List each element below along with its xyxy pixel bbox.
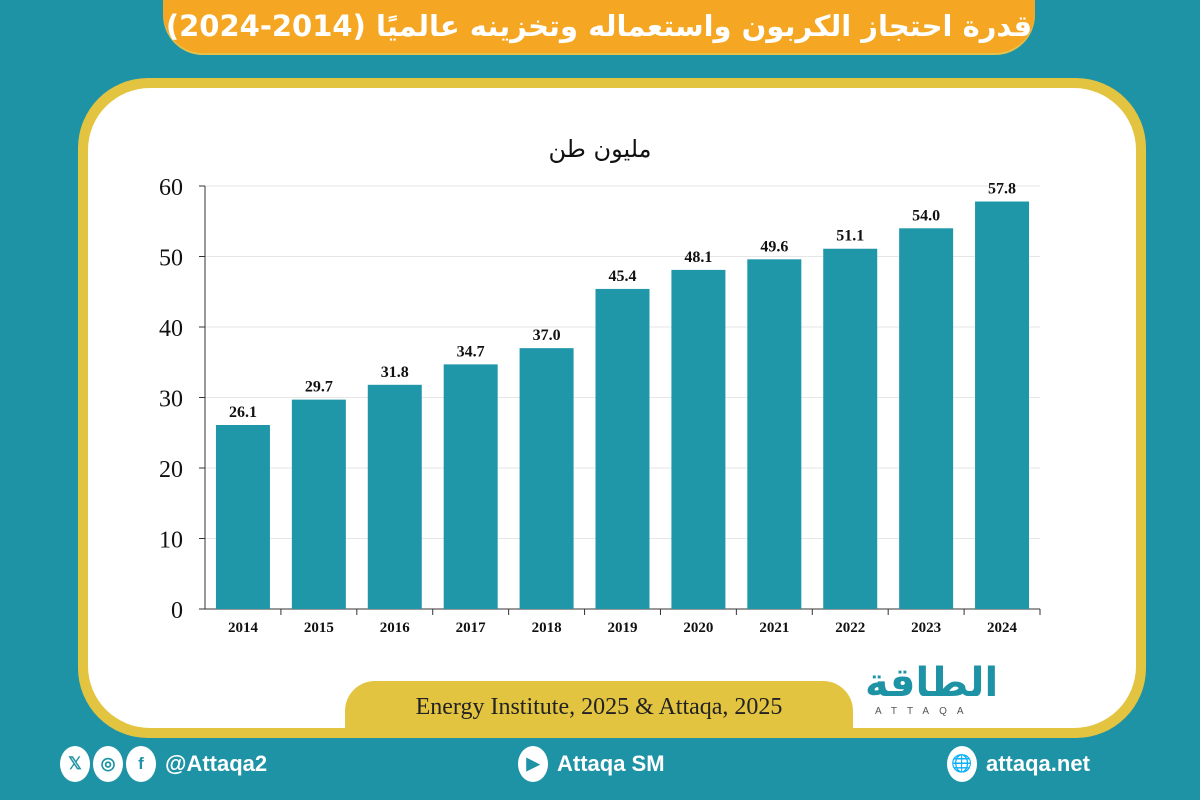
- data-label: 37.0: [533, 327, 561, 344]
- x-icon[interactable]: 𝕏: [60, 746, 90, 782]
- bar: [367, 384, 422, 609]
- bar: [215, 424, 270, 609]
- data-label: 54.0: [912, 207, 940, 224]
- y-tick-label: 30: [159, 387, 183, 413]
- youtube-label: Attaqa SM: [557, 751, 665, 776]
- x-tick-label: 2017: [456, 620, 487, 636]
- bar: [595, 288, 650, 609]
- bar: [899, 228, 954, 610]
- source-note: Energy Institute, 2025 & Attaqa, 2025: [345, 681, 853, 733]
- data-label: 29.7: [305, 379, 333, 396]
- data-label: 26.1: [229, 404, 257, 421]
- social-handle[interactable]: @Attaqa2: [165, 751, 268, 776]
- unit-label: مليون طن: [548, 135, 651, 163]
- attaqa-logo: الطاقة ATTAQA: [865, 660, 1025, 720]
- x-tick-label: 2014: [228, 620, 259, 636]
- x-tick-label: 2021: [759, 620, 789, 636]
- y-tick-label: 0: [171, 598, 183, 624]
- youtube-link[interactable]: ▶ Attaqa SM: [518, 742, 665, 786]
- x-tick-label: 2019: [608, 620, 638, 636]
- bar: [519, 348, 574, 609]
- social-links: 𝕏 ◎ f @Attaqa2: [60, 742, 267, 786]
- x-tick-label: 2022: [835, 620, 865, 636]
- instagram-icon[interactable]: ◎: [93, 746, 123, 782]
- bar: [975, 201, 1030, 609]
- y-tick-label: 40: [159, 316, 183, 342]
- title-banner: قدرة احتجاز الكربون واستعماله وتخزينه عا…: [163, 0, 1035, 53]
- data-label: 51.1: [836, 228, 864, 245]
- bar: [747, 259, 802, 609]
- globe-icon: 🌐: [947, 746, 977, 782]
- youtube-icon: ▶: [518, 746, 548, 782]
- data-label: 34.7: [457, 343, 485, 360]
- x-tick-label: 2020: [683, 620, 713, 636]
- bar: [823, 248, 878, 609]
- x-tick-label: 2016: [380, 620, 411, 636]
- bar: [291, 399, 346, 609]
- bar: [671, 269, 726, 609]
- logo-latin: ATTAQA: [875, 706, 974, 717]
- facebook-icon[interactable]: f: [126, 746, 156, 782]
- y-tick-label: 50: [159, 246, 183, 272]
- x-tick-label: 2015: [304, 620, 334, 636]
- x-tick-label: 2018: [532, 620, 562, 636]
- data-label: 49.6: [760, 238, 788, 255]
- data-label: 48.1: [684, 249, 712, 266]
- website-link[interactable]: 🌐 attaqa.net: [947, 742, 1090, 786]
- y-tick-label: 20: [159, 457, 183, 483]
- website-label: attaqa.net: [986, 751, 1090, 776]
- data-label: 45.4: [609, 268, 637, 285]
- chart-title: قدرة احتجاز الكربون واستعماله وتخزينه عا…: [165, 9, 1033, 43]
- logo-arabic: الطاقة: [865, 660, 999, 706]
- data-label: 57.8: [988, 181, 1016, 198]
- bar: [443, 364, 498, 609]
- x-tick-label: 2023: [911, 620, 941, 636]
- x-tick-label: 2024: [987, 620, 1018, 636]
- y-tick-label: 60: [159, 175, 183, 201]
- y-tick-label: 10: [159, 528, 183, 554]
- data-label: 31.8: [381, 364, 409, 381]
